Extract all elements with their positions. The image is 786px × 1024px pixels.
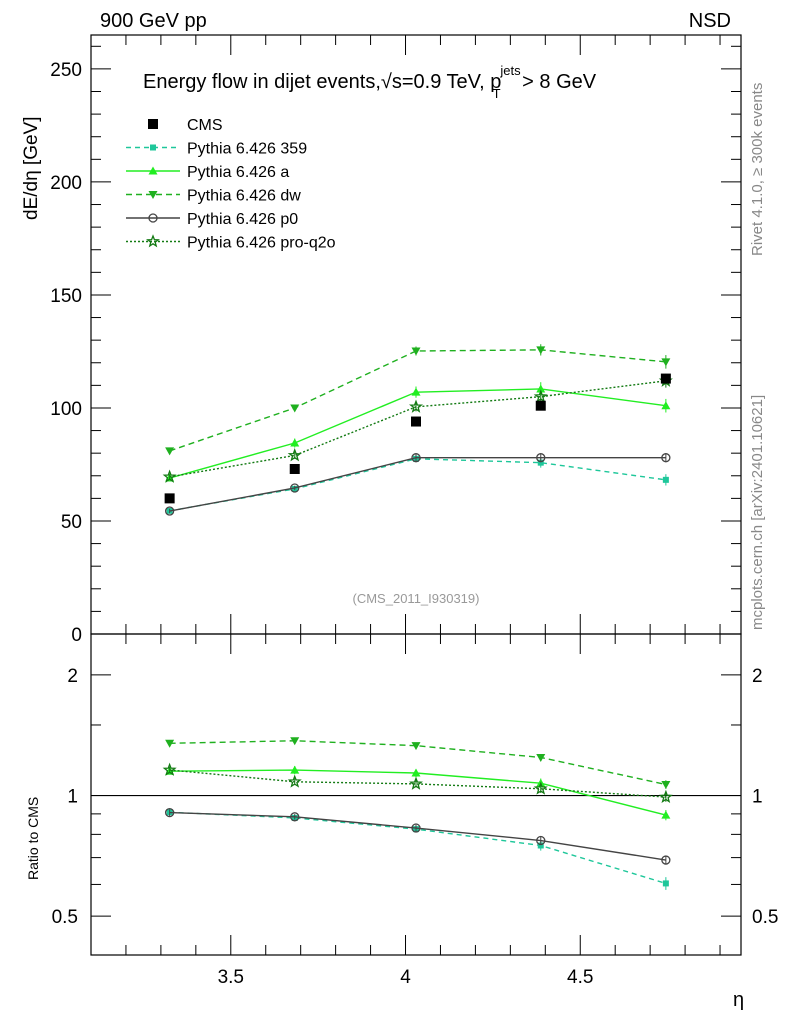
series-2-line	[169, 349, 666, 452]
series-1-point	[661, 401, 671, 410]
series-1-ratio-point	[661, 810, 671, 819]
ratio-axis-label: Ratio to CMS	[25, 797, 41, 880]
y-tick-label: 250	[50, 60, 82, 81]
series-4-point	[409, 399, 423, 413]
series-1-point	[536, 384, 546, 393]
x-axis-label: η	[733, 989, 744, 1011]
series-2-point	[290, 404, 300, 413]
series-3-point	[411, 453, 421, 463]
series-1-ratio-line	[169, 769, 667, 816]
series-4-ratio-point	[533, 781, 548, 795]
series-4-ratio-point	[409, 776, 423, 790]
chart-title: Energy flow in dijet events,√s=0.9 TeV, …	[143, 63, 597, 101]
cms-data-point	[289, 463, 300, 474]
series-2-point	[411, 347, 421, 356]
series-4-ratio-point	[658, 789, 673, 803]
ratio-tick-label-right: 1	[752, 787, 763, 808]
series-4-ratio-point	[287, 774, 302, 788]
ratio-tick-label: 1	[67, 787, 78, 808]
legend-label-0: Pythia 6.426 359	[187, 141, 307, 158]
series-0-ratio-point	[537, 842, 544, 849]
series-2-ratio-point	[165, 739, 175, 748]
series-2-ratio-point	[661, 780, 671, 789]
analysis-watermark: (CMS_2011_I930319)	[353, 591, 480, 606]
series-1-ratio-point	[290, 765, 300, 774]
header-left: 900 GeV pp	[100, 10, 207, 32]
series-4-ratio-line	[169, 769, 666, 798]
series-0-line	[169, 458, 666, 512]
ratio-tick-label: 2	[67, 666, 78, 687]
cms-data-point	[411, 416, 421, 427]
y-tick-label: 0	[71, 625, 82, 646]
legend-marker-3	[148, 213, 158, 223]
cms-data-point	[660, 373, 671, 384]
series-3-point	[661, 453, 671, 463]
series-0-point	[662, 476, 669, 483]
cms-data-point	[164, 493, 175, 504]
series-4-ratio-point	[162, 762, 177, 776]
series-1-line	[169, 388, 666, 479]
y-axis-label: dE/dη [GeV]	[21, 116, 42, 220]
series-3-ratio-point	[290, 812, 300, 822]
series-2-point	[165, 447, 175, 456]
series-4-point	[162, 469, 177, 483]
ratio-tick-label-right: 2	[752, 666, 763, 687]
header-right: NSD	[689, 10, 731, 32]
legend-marker-4	[146, 234, 160, 248]
series-3-ratio-line	[169, 811, 666, 861]
series-2-ratio-point	[536, 753, 546, 762]
legend-label-4: Pythia 6.426 pro-q2o	[187, 235, 336, 252]
ratio-tick-label-right: 0.5	[752, 907, 778, 928]
series-4-point	[287, 448, 302, 462]
series-3-ratio-point	[411, 823, 421, 833]
legend-label-2: Pythia 6.426 dw	[187, 188, 301, 205]
series-3-point	[164, 506, 175, 516]
legend-cms-marker	[148, 119, 158, 129]
series-4-point	[533, 389, 548, 403]
x-tick-label: 4.5	[567, 967, 593, 988]
mcplots-label: mcplots.cern.ch [arXiv:2401.10621]	[749, 395, 766, 630]
legend-marker-1	[148, 166, 158, 175]
rivet-label: Rivet 4.1.0, ≥ 300k events	[749, 83, 766, 256]
ratio-tick-label: 0.5	[52, 907, 78, 928]
series-2-ratio-point	[290, 737, 300, 746]
x-tick-label: 3.5	[218, 967, 244, 988]
y-tick-label: 200	[50, 173, 82, 194]
series-3-ratio-point	[536, 835, 546, 846]
series-0-point	[537, 459, 544, 466]
cms-data-point	[535, 400, 546, 411]
series-1-ratio-point	[411, 768, 421, 777]
series-3-line	[169, 456, 666, 512]
legend-marker-0	[150, 144, 156, 151]
y-tick-label: 100	[50, 399, 82, 420]
legend-cms-label: CMS	[187, 117, 223, 134]
x-tick-label: 4	[400, 967, 411, 988]
series-3-ratio-point	[164, 807, 175, 818]
series-3-ratio-point	[661, 855, 671, 865]
series-2-point	[536, 346, 546, 355]
series-0-ratio-point	[662, 880, 669, 887]
legend-marker-2	[148, 191, 158, 199]
series-2-ratio-line	[169, 740, 667, 786]
y-tick-label: 150	[50, 286, 82, 307]
series-1-point	[411, 387, 421, 396]
legend-label-1: Pythia 6.426 a	[187, 164, 289, 181]
ratio-plot-frame	[90, 633, 742, 956]
y-tick-label: 50	[61, 512, 82, 533]
series-2-ratio-point	[411, 742, 421, 751]
series-1-point	[290, 438, 300, 447]
series-3-point	[290, 483, 300, 493]
series-2-point	[661, 358, 671, 367]
legend-label-3: Pythia 6.426 p0	[187, 211, 298, 228]
series-3-point	[536, 453, 546, 463]
